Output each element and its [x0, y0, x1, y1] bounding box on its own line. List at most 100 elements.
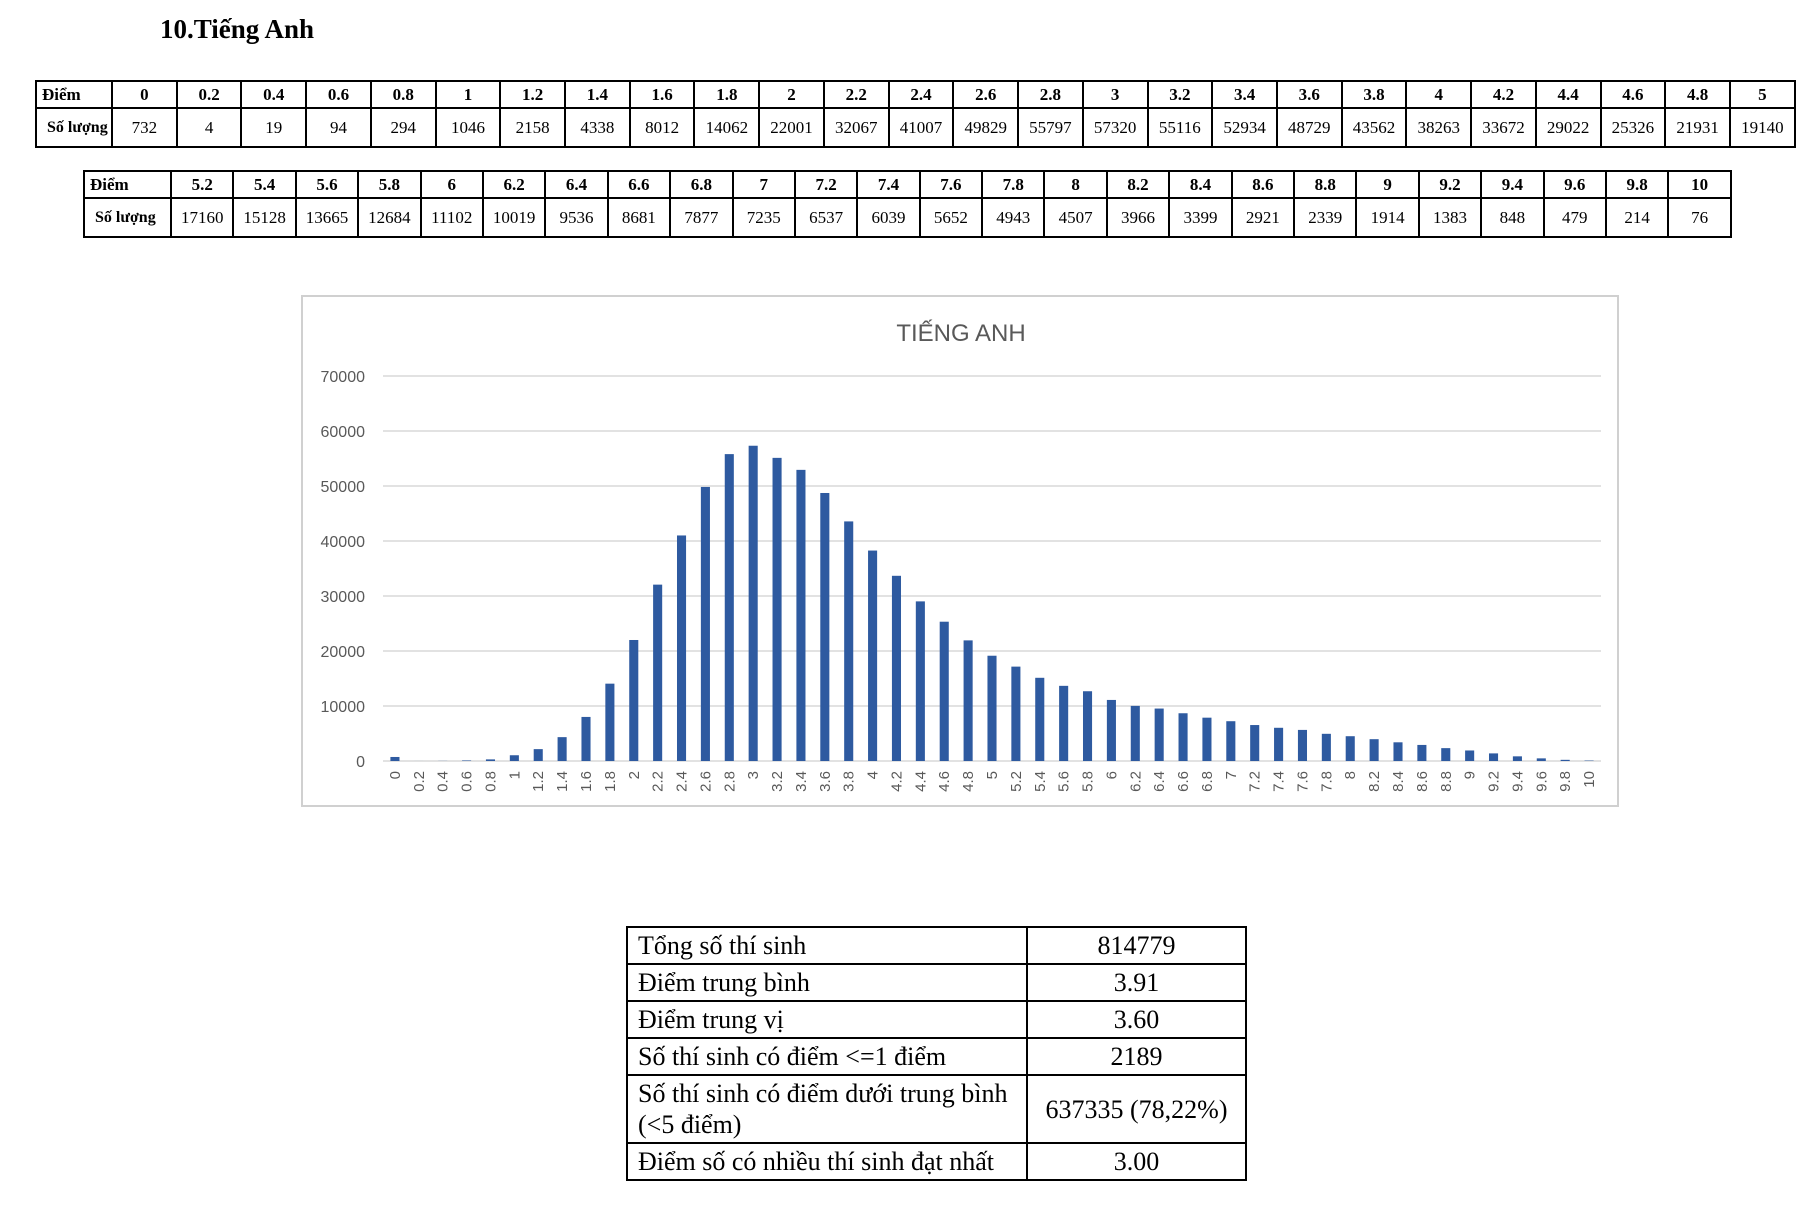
x-tick-label: 5.8 — [1080, 771, 1097, 792]
score-cell: 9.6 — [1542, 170, 1607, 199]
bar — [1369, 739, 1379, 761]
bar — [939, 621, 949, 761]
x-tick-label: 8.8 — [1438, 771, 1455, 792]
bar — [1154, 708, 1164, 761]
count-cell: 25326 — [1599, 107, 1667, 148]
y-tick-label: 50000 — [321, 479, 366, 496]
score-cell: 3.4 — [1211, 80, 1278, 109]
bar — [724, 454, 734, 761]
count-cell: 2158 — [499, 107, 567, 148]
count-cell: 48729 — [1275, 107, 1343, 148]
score-cell: 8 — [1043, 170, 1108, 199]
count-cell: 13665 — [294, 197, 360, 238]
score-cell: 6 — [419, 170, 484, 199]
x-tick-label: 8.2 — [1366, 771, 1383, 792]
count-cell: 6039 — [856, 197, 921, 238]
count-header-label: Số lượng — [83, 197, 172, 238]
bar — [748, 445, 758, 761]
x-tick-label: 10 — [1581, 771, 1598, 788]
bar — [1178, 713, 1188, 761]
count-cell: 12684 — [357, 197, 422, 238]
summary-label: Tổng số thí sinh — [626, 926, 1028, 965]
count-cell: 22001 — [758, 107, 825, 148]
x-tick-label: 6.8 — [1199, 771, 1216, 792]
bar — [963, 640, 973, 761]
x-tick-label: 4.6 — [936, 771, 953, 792]
score-header-label: Điểm — [83, 170, 172, 199]
x-tick-label: 2.4 — [674, 771, 691, 792]
summary-label: Điểm trung vị — [626, 1000, 1028, 1039]
score-cell: 9.4 — [1480, 170, 1545, 199]
bar — [1345, 736, 1355, 761]
bar — [629, 639, 639, 761]
x-axis-ticks: 0 0.2 0.4 0.6 0.8 1 1.2 1.4 1.6 1.8 2 2.2 2.4 2.6 2.8 3… — [387, 771, 1598, 792]
summary-label: Điểm số có nhiều thí sinh đạt nhất — [626, 1142, 1028, 1181]
summary-row: Điểm trung bình 3.91 — [626, 963, 1247, 1002]
count-cell: 57320 — [1081, 107, 1149, 148]
count-cell: 1383 — [1417, 197, 1483, 238]
summary-row: Tổng số thí sinh 814779 — [626, 926, 1247, 965]
score-cell: 8.6 — [1230, 170, 1296, 199]
count-row: Số lượng 732 4 19 94 294 1046 2158 4338 8012 14062… — [35, 107, 1796, 148]
x-tick-label: 8.4 — [1390, 771, 1407, 792]
x-tick-label: 4.4 — [912, 771, 929, 792]
score-cell: 2.4 — [887, 80, 955, 109]
chart-frame: TIẾNG ANH 0 10000 20000 30000 40000 50000 6000… — [301, 295, 1619, 807]
score-cell: 2.2 — [822, 80, 890, 109]
x-tick-label: 5.2 — [1008, 771, 1025, 792]
bar — [1130, 705, 1140, 761]
bar — [844, 521, 854, 761]
score-cell: 2.8 — [1017, 80, 1084, 109]
bar — [1082, 691, 1093, 761]
x-tick-label: 9 — [1462, 771, 1479, 779]
score-cell: 9.8 — [1604, 170, 1670, 199]
count-cell: 10019 — [481, 197, 547, 238]
bar — [1011, 666, 1021, 761]
bar — [1441, 748, 1451, 761]
grid-lines — [383, 375, 1601, 762]
score-cell: 5.4 — [232, 170, 297, 199]
x-tick-label: 7 — [1223, 771, 1240, 779]
bar — [891, 575, 902, 761]
count-cell: 49829 — [952, 107, 1020, 148]
score-cell: 0.4 — [240, 80, 308, 109]
x-tick-label: 3.6 — [817, 771, 834, 792]
bar — [772, 457, 782, 761]
bar — [915, 601, 925, 761]
count-cell: 1046 — [434, 107, 502, 148]
x-tick-label: 2.2 — [650, 771, 667, 792]
score-cell: 10 — [1667, 170, 1732, 199]
score-cell: 6.2 — [481, 170, 547, 199]
x-tick-label: 1.2 — [530, 771, 547, 792]
score-cell: 9 — [1355, 170, 1420, 199]
x-tick-label: 9.6 — [1533, 771, 1550, 792]
count-cell: 294 — [369, 107, 437, 148]
bar — [1297, 729, 1308, 761]
x-tick-label: 7.4 — [1271, 771, 1288, 792]
score-cell: 5.8 — [357, 170, 422, 199]
bar — [581, 716, 591, 761]
count-cell: 76 — [1667, 197, 1732, 238]
count-cell: 3966 — [1105, 197, 1171, 238]
score-cell: 4 — [1405, 80, 1473, 109]
score-cell: 7.2 — [793, 170, 859, 199]
x-tick-label: 4.2 — [888, 771, 905, 792]
x-tick-label: 6 — [1103, 771, 1120, 779]
summary-value: 637335 (78,22%) — [1026, 1074, 1247, 1144]
x-tick-label: 2.8 — [721, 771, 738, 792]
summary-label: Điểm trung bình — [626, 963, 1028, 1002]
score-cell: 6.8 — [669, 170, 734, 199]
score-cell: 5 — [1728, 80, 1796, 109]
count-cell: 41007 — [887, 107, 955, 148]
count-row: Số lượng 17160 15128 13665 12684 11102 10019 95… — [83, 197, 1732, 238]
count-cell: 4943 — [981, 197, 1046, 238]
bar — [1274, 727, 1284, 761]
score-cell: 4.4 — [1534, 80, 1602, 109]
score-table-part-1: Điểm 0 0.2 0.4 0.6 0.8 1 1.2 1.4 1.6 1.8 2 2.2 2.4 2.6… — [35, 80, 1796, 148]
count-cell: 19140 — [1728, 107, 1796, 148]
bar — [1226, 721, 1236, 761]
x-tick-label: 1.4 — [554, 771, 571, 792]
x-tick-label: 9.4 — [1509, 771, 1526, 792]
x-tick-label: 9.8 — [1557, 771, 1574, 792]
section-title: 10.Tiếng Anh — [160, 14, 315, 44]
